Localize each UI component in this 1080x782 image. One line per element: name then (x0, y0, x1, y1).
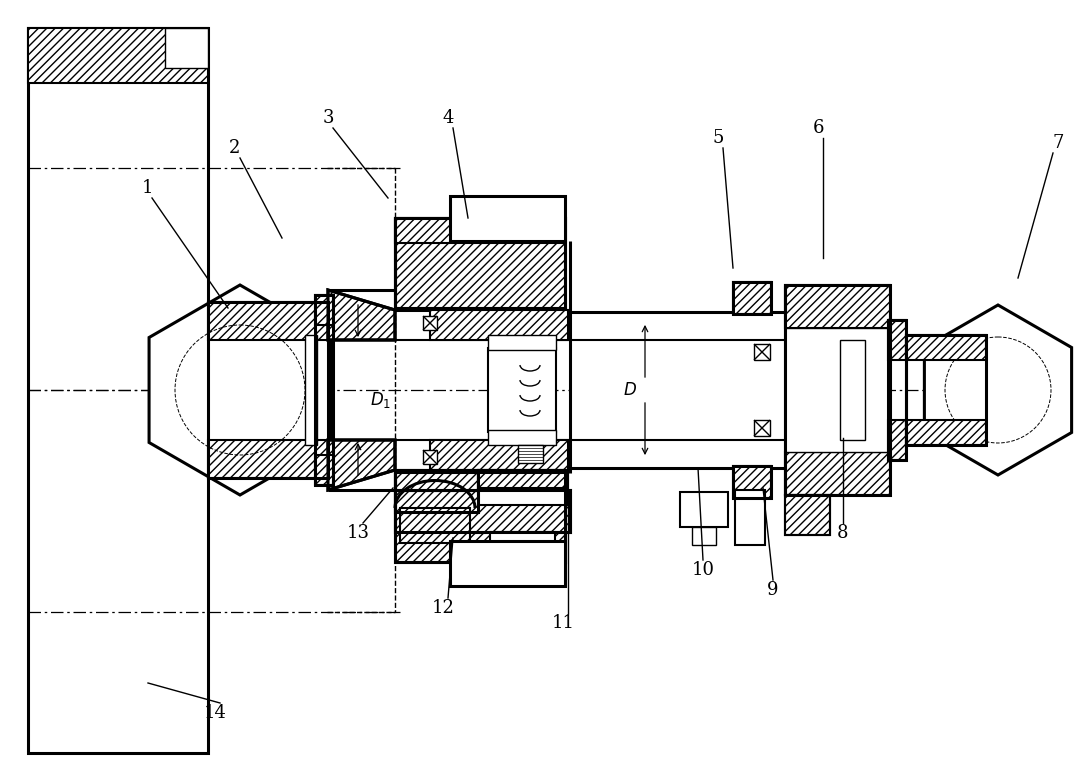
Bar (785, 328, 890, 452)
Bar (430, 310, 568, 340)
Bar (888, 420, 906, 460)
Bar (785, 285, 890, 328)
Bar (785, 285, 890, 495)
Polygon shape (149, 285, 330, 495)
Bar (733, 466, 771, 498)
Bar (423, 316, 437, 330)
Text: 14: 14 (203, 704, 227, 722)
Text: 12: 12 (432, 599, 455, 617)
Bar (478, 470, 568, 488)
Text: 8: 8 (837, 524, 849, 542)
Bar (395, 490, 570, 532)
Bar (888, 320, 906, 460)
Bar (490, 532, 555, 552)
Text: 9: 9 (767, 581, 779, 599)
Bar (208, 302, 328, 478)
Text: 3: 3 (322, 109, 334, 127)
Bar (395, 218, 565, 308)
Text: 10: 10 (691, 561, 715, 579)
Bar (785, 452, 890, 495)
Bar (450, 541, 565, 586)
Bar (570, 312, 785, 468)
Bar (906, 335, 986, 445)
Polygon shape (924, 305, 1071, 475)
Text: 7: 7 (1052, 134, 1064, 152)
Bar (315, 295, 333, 325)
Polygon shape (395, 470, 478, 490)
Bar (518, 445, 543, 463)
Text: 5: 5 (713, 129, 724, 147)
Bar (28, 28, 208, 753)
Bar (423, 450, 437, 464)
Bar (315, 455, 333, 485)
Bar (305, 335, 318, 445)
Bar (395, 470, 478, 512)
Bar (488, 348, 556, 432)
Bar (395, 472, 565, 562)
Bar (906, 420, 986, 445)
Text: $D$: $D$ (623, 381, 637, 399)
Bar (315, 295, 333, 485)
Bar (735, 490, 765, 545)
Bar (395, 490, 570, 532)
Bar (488, 335, 556, 350)
Bar (754, 344, 770, 360)
Bar (395, 472, 565, 562)
Polygon shape (328, 290, 395, 340)
Bar (840, 340, 865, 440)
Bar (208, 440, 328, 478)
Text: 6: 6 (812, 119, 824, 137)
Text: $D_1$: $D_1$ (370, 390, 391, 410)
Bar (733, 282, 771, 314)
Bar (165, 28, 208, 68)
Bar (888, 320, 906, 360)
Bar (450, 196, 565, 241)
Bar (906, 335, 986, 360)
Bar (754, 420, 770, 436)
Text: 13: 13 (347, 524, 369, 542)
Bar (733, 466, 771, 498)
Text: 1: 1 (143, 179, 153, 197)
Bar (692, 527, 716, 545)
Bar (395, 218, 565, 243)
Text: 11: 11 (552, 614, 575, 632)
Bar (478, 470, 568, 505)
Bar (733, 282, 771, 314)
Text: 2: 2 (229, 139, 241, 157)
Bar (785, 495, 831, 535)
Bar (680, 492, 728, 527)
Text: 4: 4 (443, 109, 454, 127)
Bar (395, 218, 565, 308)
Bar (488, 430, 556, 445)
Bar (400, 508, 470, 543)
Polygon shape (328, 440, 395, 490)
Bar (28, 28, 208, 83)
Bar (430, 440, 568, 470)
Bar (208, 302, 328, 340)
Bar (785, 495, 831, 535)
